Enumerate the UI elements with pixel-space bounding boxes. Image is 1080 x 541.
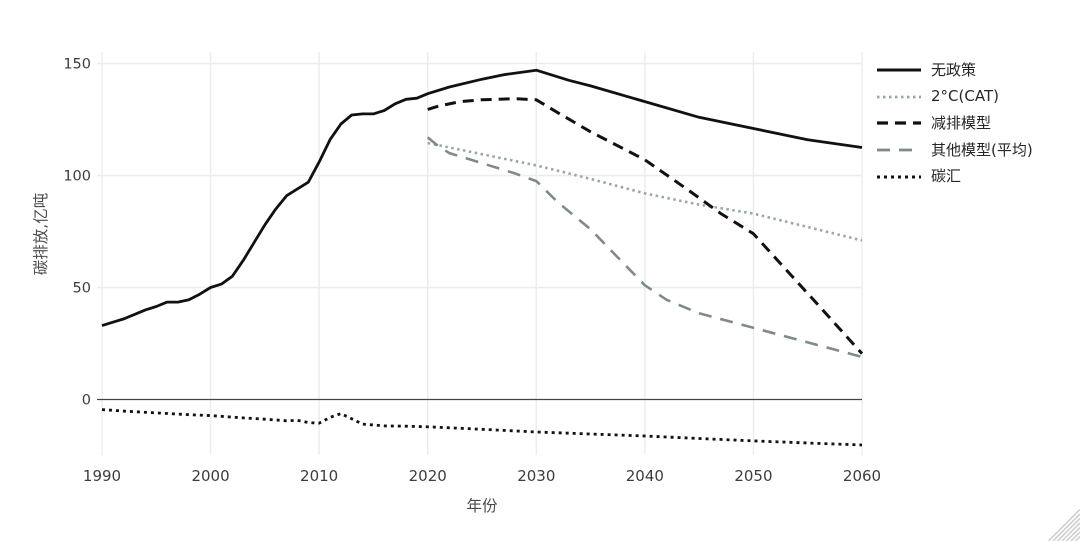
legend-label: 碳汇 — [931, 167, 962, 186]
legend: 无政策 2°C(CAT) 减排模型其他模型(平均) 碳汇 — [876, 57, 1033, 190]
legend-line-sample — [877, 95, 921, 99]
x-tick-label: 2020 — [409, 467, 447, 485]
x-tick-label: 2050 — [734, 467, 772, 485]
y-axis-title: 碳排放,亿吨 — [32, 193, 50, 275]
y-tick-label: 100 — [63, 169, 91, 185]
axis-tick-labels: 1990 2000 2010 2020 2030 2040 2050 2060 0 50 100 15… — [63, 57, 881, 486]
legend-line-sample — [877, 175, 921, 179]
series-lines — [101, 68, 864, 447]
x-tick-label: 2000 — [191, 467, 229, 485]
gridlines — [97, 52, 863, 455]
series-line-4 — [101, 408, 863, 447]
resize-grip-stripe — [1065, 526, 1080, 541]
resize-grip-stripe — [1052, 513, 1080, 541]
y-tick-label: 150 — [63, 57, 91, 73]
legend-item-4[interactable]: 碳汇 — [876, 163, 1033, 190]
legend-item-3[interactable]: 其他模型(平均) — [876, 137, 1033, 164]
legend-label: 无政策 — [931, 60, 977, 79]
x-tick-label: 1990 — [83, 467, 121, 485]
resize-grip-stripe — [1061, 522, 1080, 541]
x-tick-label: 2060 — [843, 467, 881, 485]
x-tick-label: 2030 — [517, 467, 555, 485]
resize-grip-stripe — [1056, 517, 1080, 541]
x-tick-label: 2010 — [300, 467, 338, 485]
series-line-2 — [427, 97, 864, 355]
x-tick-label: 2040 — [626, 467, 664, 485]
series-line-0 — [101, 68, 863, 327]
legend-line-sample — [877, 148, 921, 152]
legend-line-sample — [877, 121, 921, 126]
resize-grip-icon[interactable] — [1047, 508, 1080, 541]
series-line-1 — [427, 141, 863, 242]
y-tick-label: 50 — [73, 281, 91, 297]
y-tick-label: 0 — [82, 393, 91, 409]
legend-label: 其他模型(平均) — [931, 140, 1033, 159]
legend-item-1[interactable]: 2°C(CAT) — [876, 84, 1033, 111]
resize-grip-stripe — [1070, 531, 1080, 541]
legend-item-0[interactable]: 无政策 — [876, 57, 1033, 84]
x-axis-title: 年份 — [466, 497, 498, 515]
legend-line-sample — [877, 68, 921, 72]
resize-grip-stripe — [1074, 535, 1080, 541]
legend-label: 减排模型 — [931, 113, 992, 132]
resize-grip-stripe — [1047, 508, 1080, 541]
legend-label: 2°C(CAT) — [931, 87, 999, 106]
legend-item-2[interactable]: 减排模型 — [876, 110, 1033, 137]
